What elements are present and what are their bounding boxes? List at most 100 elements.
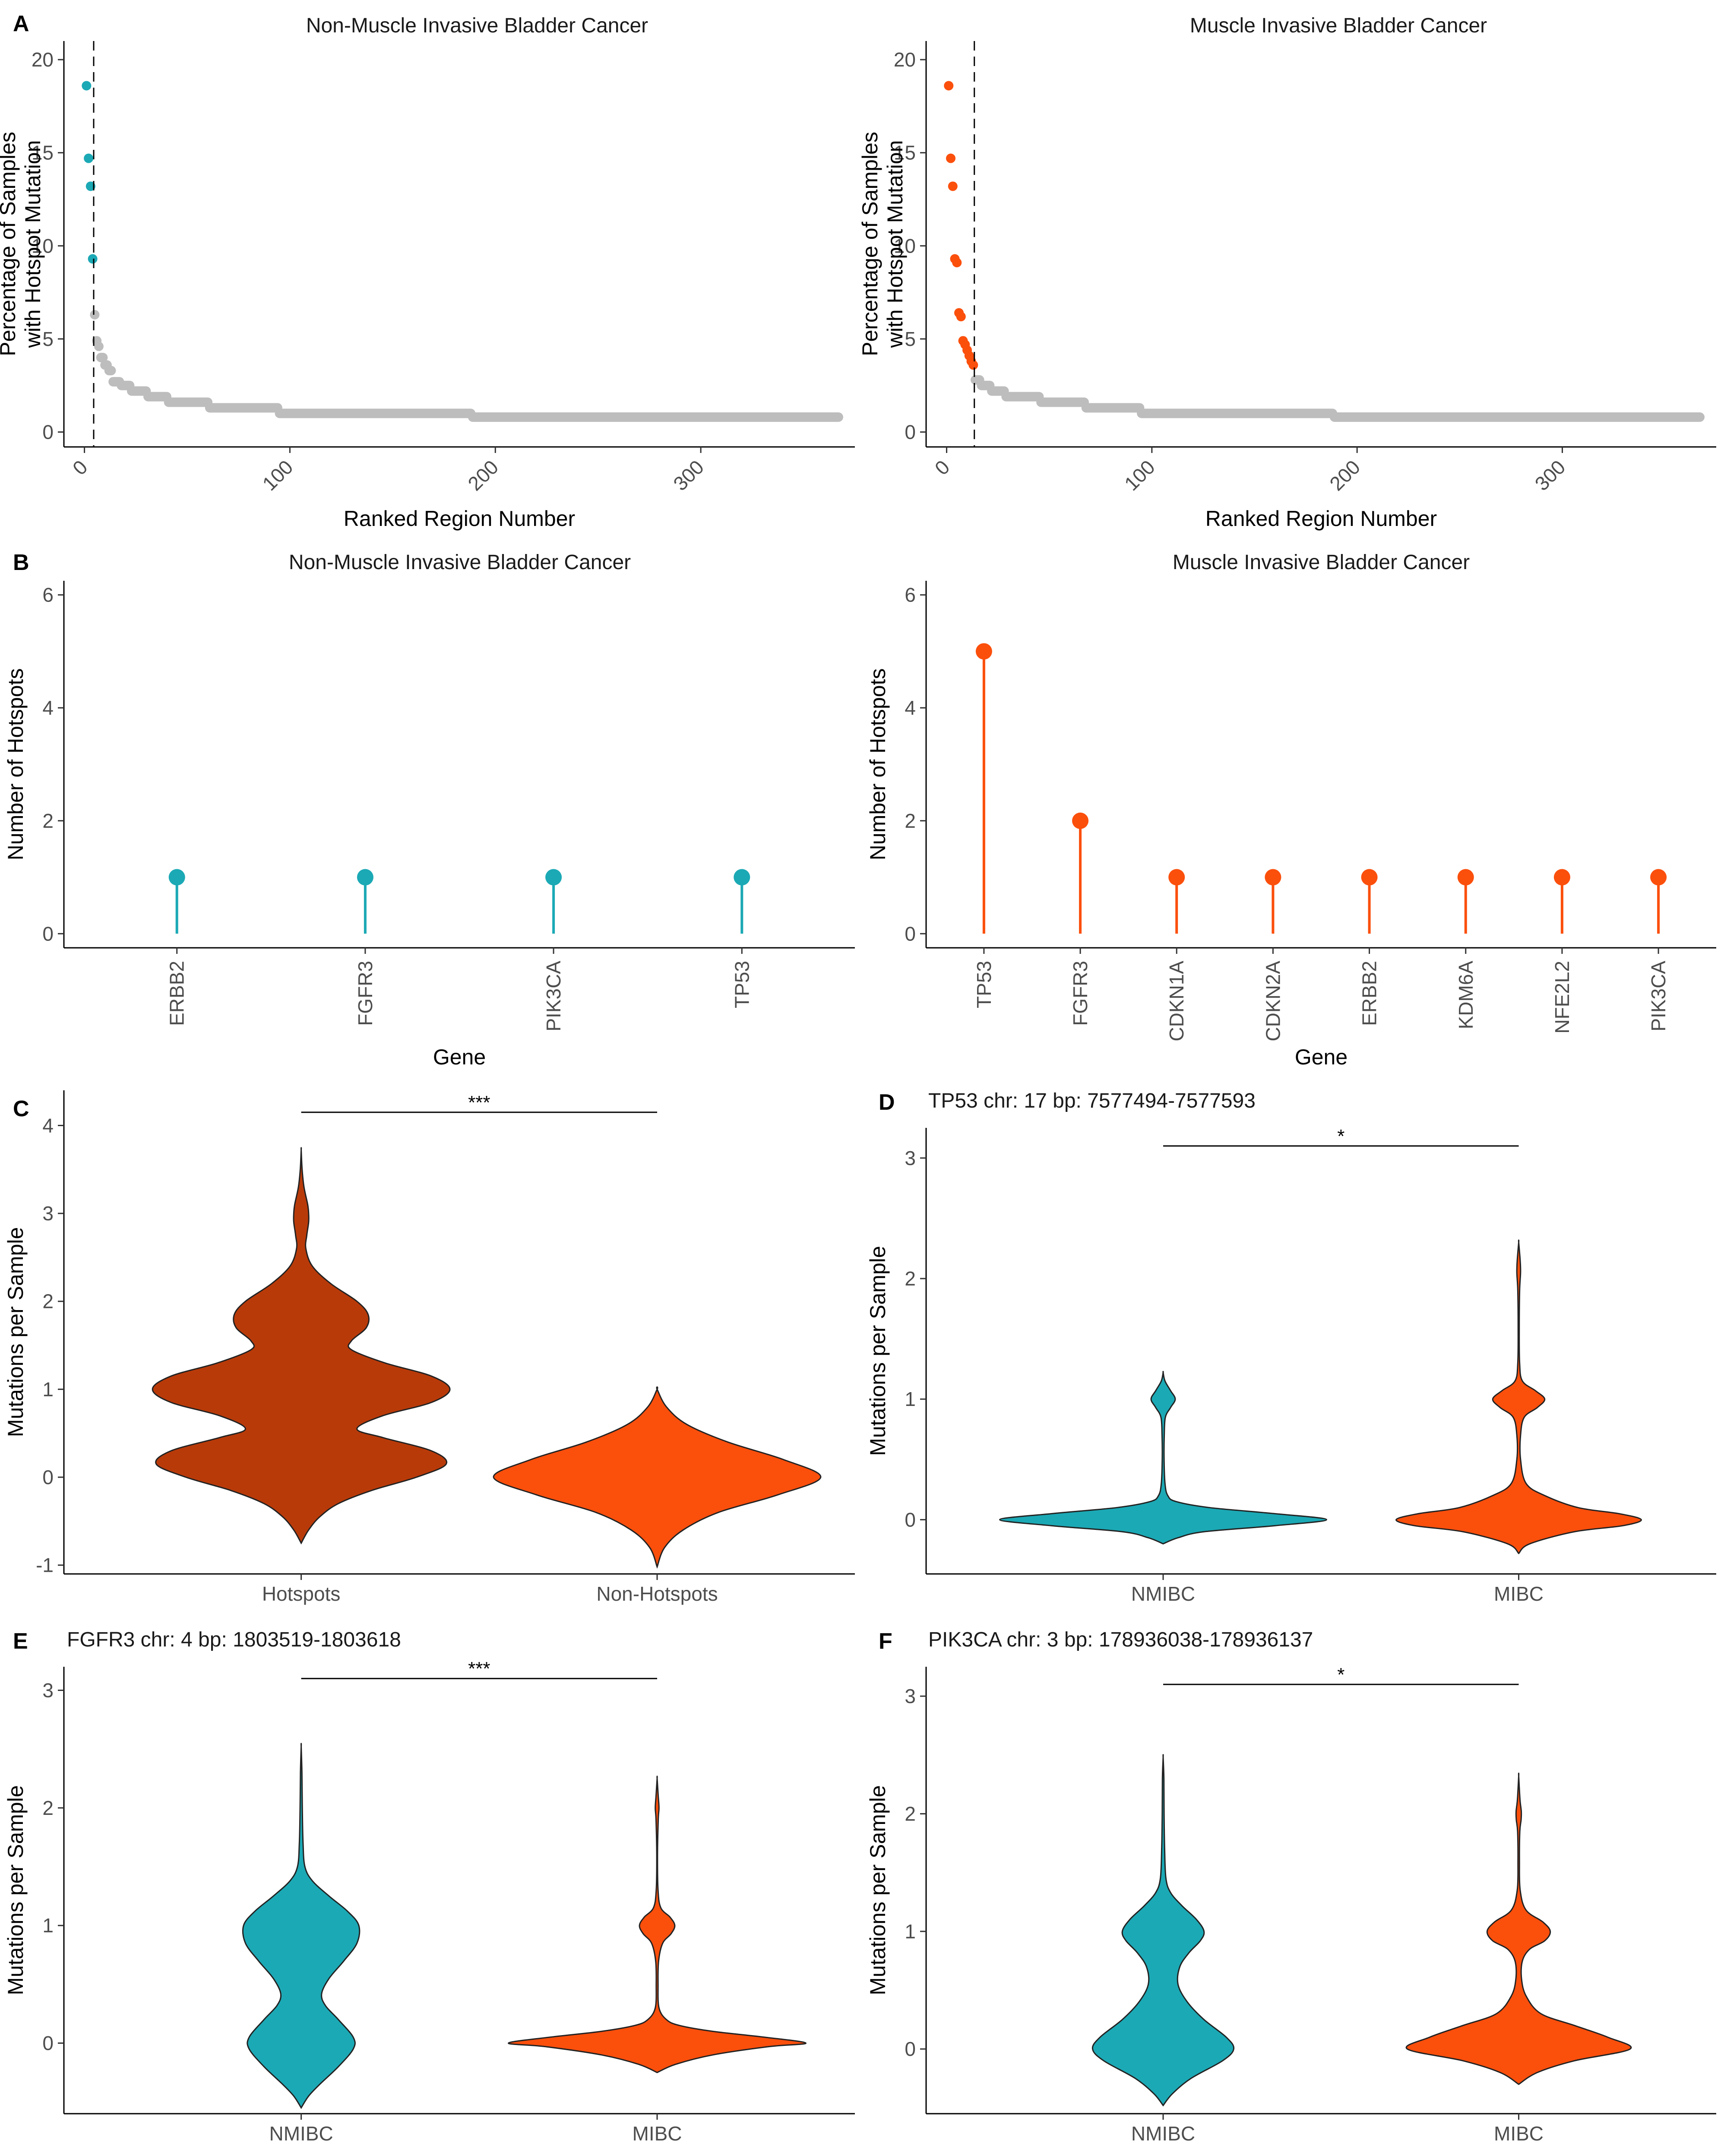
x-tick-label: NFE2L2 [1551, 961, 1573, 1034]
violin-nmibc [999, 1371, 1327, 1545]
x-axis-title: Gene [433, 1045, 486, 1069]
y-axis-title: with Hotspot Mutation [21, 140, 45, 348]
y-tick-label: 2 [905, 1802, 916, 1825]
significance-label: * [1337, 1126, 1344, 1147]
y-axis-title: Mutations per Sample [3, 1227, 28, 1437]
lollipop-point [1553, 869, 1570, 886]
y-tick-label: 1 [905, 1388, 916, 1410]
panel-letter: C [13, 1096, 29, 1121]
chart-F: 0 1 2 3 Mutations per Sample F PIK3CA chr: 3 b… [866, 1628, 1716, 2145]
y-tick-label: 15 [894, 142, 916, 164]
lollipop-point [1361, 869, 1378, 886]
y-tick-label: 0 [905, 922, 916, 945]
y-axis-title: Mutations per Sample [866, 1785, 890, 1995]
chart-B_left: 0 2 4 6 Number of Hotspots B Non-Muscle Invasi… [3, 550, 855, 1069]
violin-mibc [508, 1776, 807, 2074]
y-tick-label: 6 [42, 584, 54, 606]
x-tick-label: Hotspots [262, 1583, 341, 1605]
x-tick-label: PIK3CA [1647, 961, 1670, 1032]
x-tick-label: FGFR3 [1069, 961, 1091, 1026]
y-tick-label: 0 [905, 2038, 916, 2060]
x-tick-label: FGFR3 [354, 961, 376, 1026]
hotspot-point [948, 181, 958, 191]
y-axis-title: Number of Hotspots [866, 668, 890, 861]
x-tick-label: PIK3CA [542, 961, 565, 1032]
y-tick-label: 20 [32, 48, 54, 71]
panel-letter: A [13, 11, 29, 36]
y-tick-label: 6 [905, 584, 916, 606]
lollipop-point [545, 869, 562, 886]
y-tick-label: -1 [36, 1554, 54, 1577]
y-axis-title: Mutations per Sample [866, 1246, 890, 1456]
panel-letter: B [13, 550, 29, 575]
chart-title: Muscle Invasive Bladder Cancer [1173, 551, 1470, 574]
hotspot-point [956, 312, 966, 322]
panel-letter: E [13, 1629, 28, 1654]
y-tick-label: 5 [42, 328, 54, 350]
chart-C: -1 0 1 2 3 4 Mutations per Sample C Hotspots Non-… [3, 1090, 855, 1605]
panel-letter: F [879, 1629, 892, 1654]
lollipop-point [168, 869, 185, 886]
lollipop-point [1265, 869, 1281, 886]
lollipop-point [734, 869, 750, 886]
lollipop-point [1168, 869, 1185, 886]
hotspot-point [944, 81, 954, 91]
y-tick-label: 3 [905, 1685, 916, 1707]
significance-label: * [1337, 1664, 1344, 1685]
chart-title: Muscle Invasive Bladder Cancer [1190, 14, 1487, 37]
lollipop-point [1650, 869, 1667, 886]
x-tick-label: MIBC [633, 2122, 682, 2145]
y-tick-label: 10 [894, 234, 916, 257]
x-axis-title: Ranked Region Number [1205, 507, 1437, 531]
y-tick-label: 2 [42, 1797, 54, 1819]
hotspot-point [968, 360, 978, 370]
y-tick-label: 0 [42, 2032, 54, 2055]
x-tick-label: ERBB2 [1358, 961, 1381, 1026]
y-axis-title: with Hotspot Mutation [883, 140, 907, 348]
x-tick-label: TP53 [731, 961, 753, 1008]
lollipop-point [357, 869, 373, 886]
x-tick-label: CDKN2A [1262, 961, 1284, 1042]
panel-letter: D [879, 1090, 895, 1115]
y-axis-title: Mutations per Sample [3, 1785, 28, 1995]
y-tick-label: 15 [32, 142, 54, 164]
x-tick-label: CDKN1A [1165, 961, 1188, 1042]
y-tick-label: 0 [42, 1466, 54, 1488]
lollipop-point [1072, 812, 1089, 829]
x-tick-label: Non-Hotspots [596, 1583, 718, 1605]
x-tick-label: ERBB2 [166, 961, 188, 1026]
y-tick-label: 4 [42, 1114, 54, 1137]
chart-title: PIK3CA chr: 3 bp: 178936038-178936137 [928, 1628, 1313, 1651]
x-tick-label: MIBC [1494, 1583, 1544, 1605]
hotspot-point [85, 181, 95, 191]
hotspot-point [82, 81, 92, 91]
chart-E: 0 1 2 3 Mutations per Sample E FGFR3 chr: 4 bp… [3, 1628, 855, 2145]
lollipop-point [1457, 869, 1474, 886]
y-tick-label: 2 [42, 1290, 54, 1313]
x-tick-label: NMIBC [1131, 2122, 1195, 2145]
y-tick-label: 3 [42, 1679, 54, 1701]
chart-A_left: 0 5 10 15 20 Percentage of Samples with Hotspo… [0, 11, 855, 531]
chart-B_right: 0 2 4 6 Number of Hotspots Muscle Invasive Bl… [866, 551, 1716, 1069]
y-tick-label: 1 [42, 1378, 54, 1400]
y-tick-label: 1 [42, 1914, 54, 1937]
chart-title: FGFR3 chr: 4 bp: 1803519-1803618 [67, 1628, 401, 1651]
x-tick-label: NMIBC [269, 2122, 333, 2145]
y-tick-label: 2 [905, 810, 916, 832]
x-tick-label: KDM6A [1455, 961, 1477, 1029]
chart-D: 0 1 2 3 Mutations per Sample D TP53 chr: 17 bp… [866, 1089, 1716, 1605]
y-tick-label: 1 [905, 1920, 916, 1943]
hotspot-point [946, 153, 956, 163]
y-tick-label: 0 [42, 421, 54, 443]
y-tick-label: 2 [42, 810, 54, 832]
significance-label: *** [468, 1092, 490, 1113]
y-tick-label: 0 [905, 1508, 916, 1531]
y-tick-label: 3 [42, 1202, 54, 1225]
y-tick-label: 4 [42, 697, 54, 719]
x-tick-label: NMIBC [1131, 1583, 1195, 1605]
y-tick-label: 3 [905, 1147, 916, 1169]
hotspot-point [88, 254, 98, 264]
y-tick-label: 10 [32, 234, 54, 257]
violin-mibc [1405, 1772, 1632, 2085]
chart-title: TP53 chr: 17 bp: 7577494-7577593 [928, 1089, 1256, 1112]
